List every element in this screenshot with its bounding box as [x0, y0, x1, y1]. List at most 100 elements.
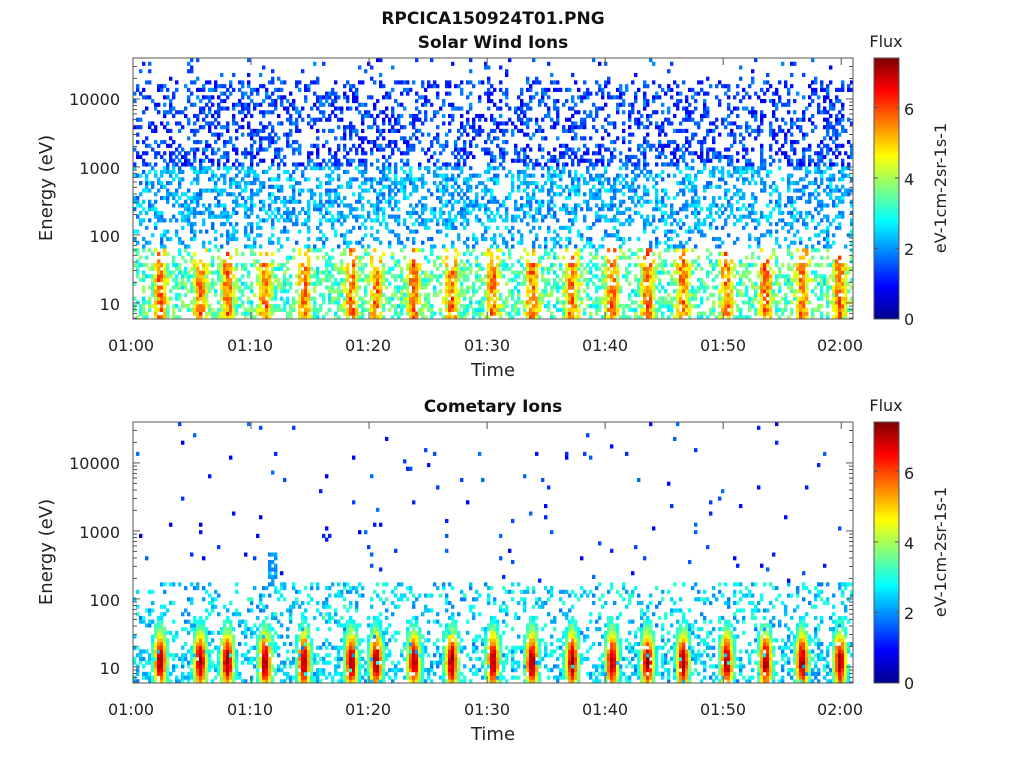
spectrogram-cell	[595, 110, 598, 114]
spectrogram-cell	[445, 80, 448, 84]
spectrogram-cell	[646, 285, 649, 289]
spectrogram-cell	[232, 177, 235, 181]
spectrogram-cell	[184, 304, 187, 308]
spectrogram-cell	[328, 95, 331, 99]
spectrogram-cell	[193, 207, 196, 211]
spectrogram-cell	[208, 106, 211, 110]
spectrogram-cell	[403, 285, 406, 289]
spectrogram-cell	[262, 114, 265, 118]
spectrogram-cell	[601, 106, 604, 110]
spectrogram-cell	[283, 80, 286, 84]
spectrogram-cell	[196, 293, 199, 297]
spectrogram-cell	[334, 92, 337, 96]
spectrogram-cell	[469, 58, 472, 62]
spectrogram-cell	[577, 263, 580, 267]
spectrogram-cell	[205, 263, 208, 267]
spectrogram-cell	[358, 159, 361, 163]
spectrogram-cell	[676, 289, 679, 293]
spectrogram-cell	[364, 252, 367, 256]
spectrogram-cell	[544, 241, 547, 245]
spectrogram-cell	[571, 312, 574, 316]
spectrogram-cell	[334, 155, 337, 159]
spectrogram-cell	[241, 166, 244, 170]
spectrogram-cell	[187, 244, 190, 248]
spectrogram-cell	[544, 162, 547, 166]
spectrogram-cell	[508, 170, 511, 174]
spectrogram-cell	[499, 304, 502, 308]
spectrogram-cell	[145, 174, 148, 178]
spectrogram-cell	[334, 278, 337, 282]
spectrogram-cell	[394, 274, 397, 278]
spectrogram-cell	[607, 259, 610, 263]
spectrogram-cell	[610, 300, 613, 304]
spectrogram-cell	[142, 207, 145, 211]
spectrogram-cell	[223, 278, 226, 282]
spectrogram-cell	[445, 222, 448, 226]
spectrogram-cell	[286, 118, 289, 122]
spectrogram-cell	[610, 271, 613, 275]
spectrogram-cell	[601, 88, 604, 92]
spectrogram-cell	[490, 192, 493, 196]
spectrogram-cell	[601, 92, 604, 96]
spectrogram-cell	[220, 215, 223, 219]
spectrogram-cell	[457, 106, 460, 110]
spectrogram-cell	[229, 166, 232, 170]
spectrogram-cell	[274, 200, 277, 204]
spectrogram-cell	[628, 248, 631, 252]
spectrogram-cell	[577, 274, 580, 278]
spectrogram-cell	[211, 189, 214, 193]
spectrogram-cell	[529, 200, 532, 204]
spectrogram-cell	[259, 244, 262, 248]
spectrogram-cell	[142, 162, 145, 166]
spectrogram-cell	[532, 285, 535, 289]
spectrogram-cell	[220, 293, 223, 297]
spectrogram-cell	[424, 118, 427, 122]
spectrogram-cell	[382, 170, 385, 174]
spectrogram-cell	[172, 106, 175, 110]
spectrogram-cell	[328, 289, 331, 293]
spectrogram-cell	[328, 189, 331, 193]
spectrogram-cell	[205, 140, 208, 144]
spectrogram-cell	[607, 121, 610, 125]
spectrogram-cell	[178, 252, 181, 256]
spectrogram-cell	[400, 300, 403, 304]
spectrogram-cell	[679, 285, 682, 289]
spectrogram-cell	[319, 196, 322, 200]
spectrogram-cell	[256, 215, 259, 219]
spectrogram-cell	[394, 174, 397, 178]
spectrogram-cell	[514, 159, 517, 163]
spectrogram-cell	[553, 252, 556, 256]
spectrogram-cell	[628, 110, 631, 114]
spectrogram-cell	[250, 88, 253, 92]
spectrogram-cell	[598, 267, 601, 271]
spectrogram-cell	[223, 151, 226, 155]
spectrogram-cell	[487, 308, 490, 312]
spectrogram-cell	[517, 312, 520, 316]
spectrogram-cell	[676, 92, 679, 96]
spectrogram-cell	[517, 174, 520, 178]
spectrogram-cell	[232, 233, 235, 237]
spectrogram-cell	[385, 114, 388, 118]
spectrogram-cell	[268, 289, 271, 293]
spectrogram-cell	[271, 211, 274, 215]
spectrogram-cell	[271, 103, 274, 107]
spectrogram-cell	[658, 95, 661, 99]
spectrogram-cell	[496, 211, 499, 215]
spectrogram-cell	[313, 271, 316, 275]
spectrogram-cell	[409, 278, 412, 282]
spectrogram-cell	[283, 95, 286, 99]
spectrogram-cell	[487, 207, 490, 211]
spectrogram-cell	[205, 144, 208, 148]
spectrogram-cell	[223, 285, 226, 289]
spectrogram-cell	[292, 222, 295, 226]
spectrogram-cell	[361, 203, 364, 207]
spectrogram-cell	[412, 144, 415, 148]
spectrogram-cell	[340, 136, 343, 140]
spectrogram-cell	[151, 274, 154, 278]
spectrogram-cell	[355, 207, 358, 211]
spectrogram-cell	[658, 218, 661, 222]
spectrogram-cell	[655, 237, 658, 241]
spectrogram-cell	[634, 192, 637, 196]
spectrogram-cell	[349, 282, 352, 286]
spectrogram-cell	[364, 218, 367, 222]
